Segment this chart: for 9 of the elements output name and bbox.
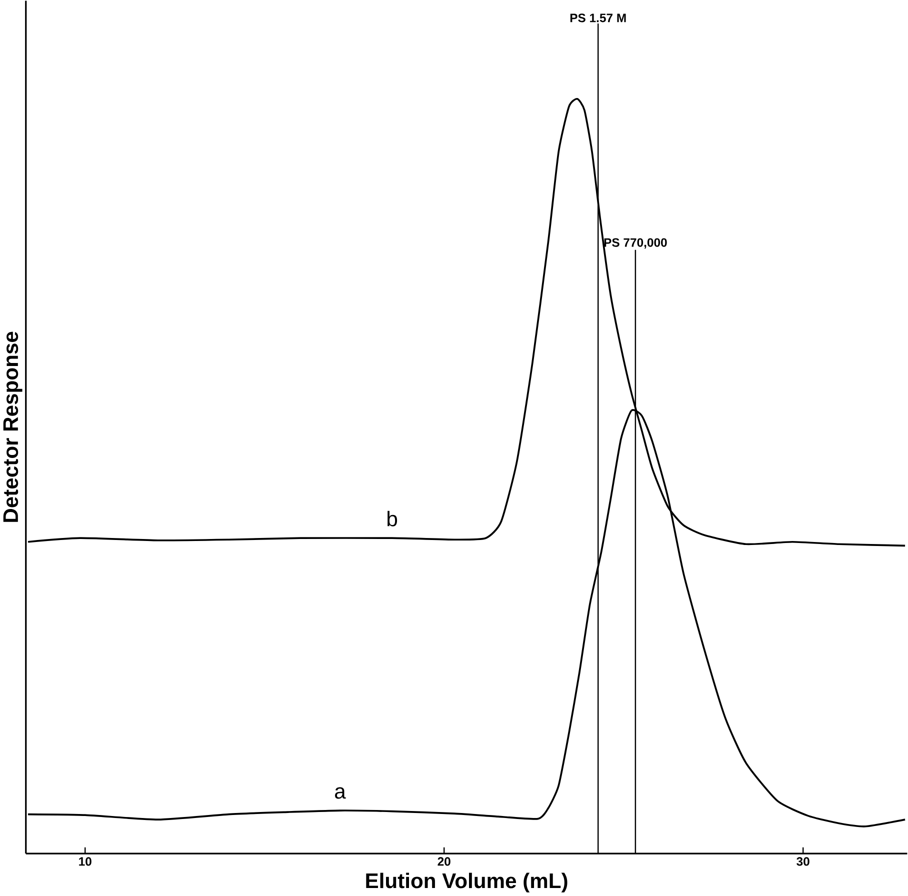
ref-line-label: PS 770,000 [604, 238, 667, 249]
x-tick-label: 10 [79, 857, 92, 866]
x-tick-label: 20 [438, 857, 450, 866]
x-axis-title: Elution Volume (mL) [366, 872, 568, 893]
x-tick-label: 30 [796, 857, 810, 866]
ref-line-label: PS 1.57 M [570, 14, 626, 22]
series-label: a [335, 787, 346, 799]
series-label: b [388, 510, 398, 526]
y-axis-title: Detector Response [3, 332, 22, 522]
